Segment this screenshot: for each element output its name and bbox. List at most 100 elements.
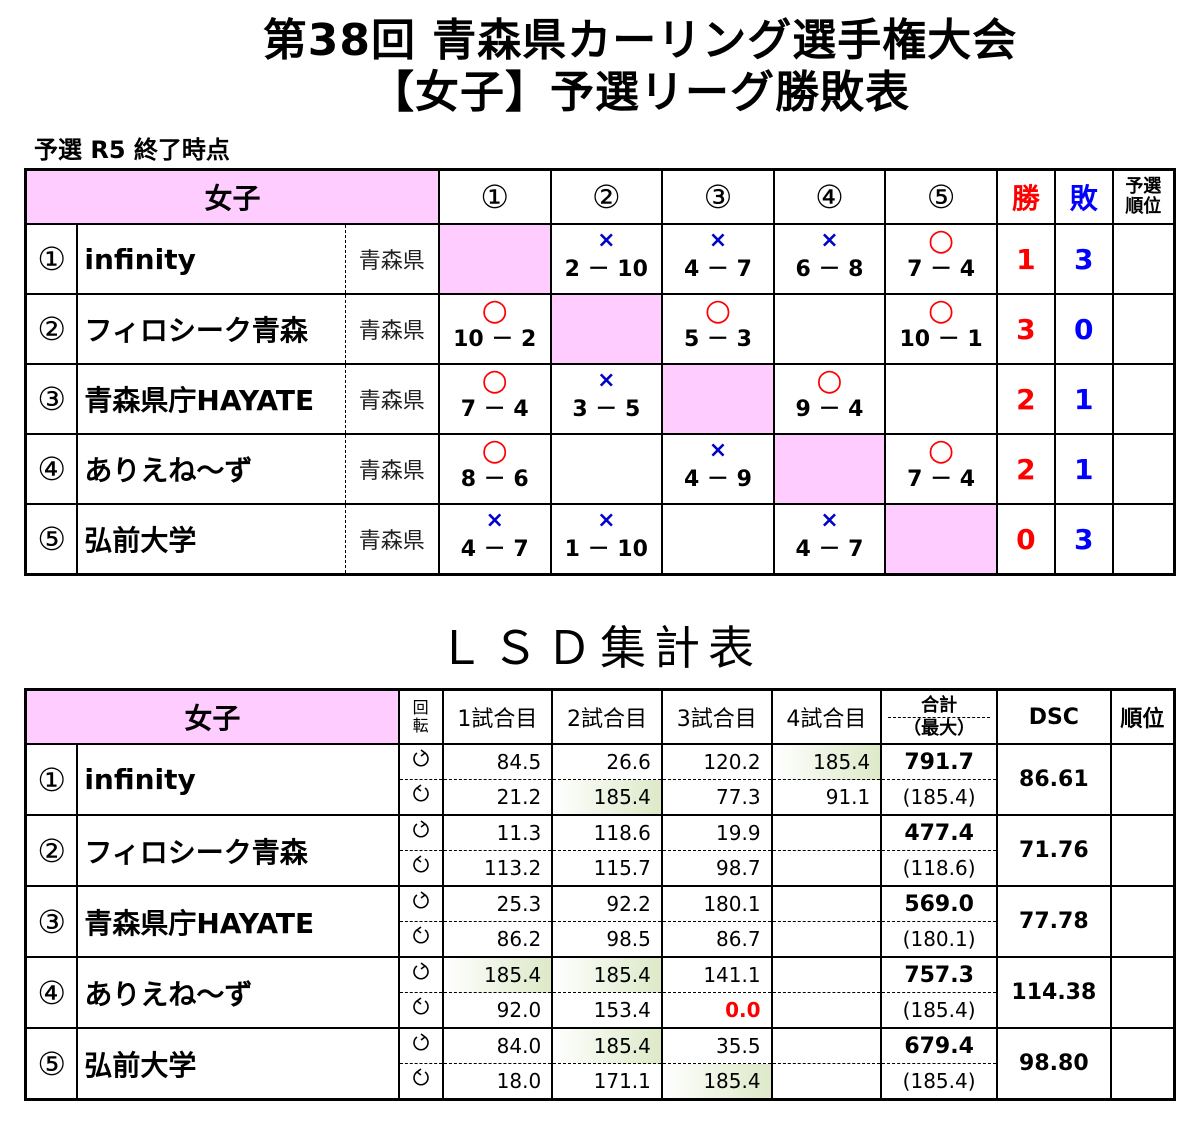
lsd-max: (185.4): [880, 1063, 998, 1101]
self-match-cell: [437, 223, 552, 295]
match-score: 5 － 3: [683, 327, 752, 352]
self-match-cell: [772, 433, 887, 505]
match-result-cell: × 2 － 10: [549, 223, 664, 295]
lsd-row-counterclockwise: 21.2 185.4 77.3 91.1 (185.4): [26, 779, 1175, 816]
lsd-value: 86.2: [441, 921, 554, 958]
wins-count: 2: [995, 363, 1056, 435]
opponent-header-4: ④: [772, 168, 887, 225]
dsc-header: DSC: [995, 688, 1112, 745]
league-table: 女子 ① ② ③ ④ ⑤ 勝 敗 予選 順位 ① infinity 青森県 × 2 － 1…: [24, 168, 1176, 576]
lsd-total: 757.3: [880, 956, 998, 993]
losses-count: 1: [1053, 433, 1114, 505]
league-header-row: 女子 ① ② ③ ④ ⑤ 勝 敗 予選 順位: [24, 168, 1176, 225]
lsd-value: 98.5: [551, 921, 663, 958]
match-score: 10 － 2: [453, 327, 537, 352]
lsd-value: 180.1: [660, 885, 773, 922]
match-score: 9 － 4: [795, 397, 864, 422]
lsd-rank-header: 順位: [1109, 688, 1176, 745]
win-mark: ○: [816, 363, 843, 398]
team-prefecture: 青森県: [344, 293, 440, 365]
team-name: 弘前大学: [76, 1027, 400, 1101]
loss-mark: ×: [820, 228, 839, 253]
prelim-rank: [1111, 433, 1176, 505]
match-result-cell: [549, 433, 664, 505]
lsd-value: [770, 921, 883, 958]
losses-count: 1: [1053, 363, 1114, 435]
lsd-total: 679.4: [880, 1027, 998, 1064]
game-header-4: 4試合目: [770, 688, 883, 745]
loss-mark: ×: [597, 508, 616, 533]
match-result-cell: × 4 － 7: [437, 503, 552, 576]
lsd-value: 118.6: [551, 814, 663, 851]
counterclockwise-rotation-icon: [397, 779, 444, 816]
match-score: 6 － 8: [795, 257, 864, 282]
loss-mark: ×: [597, 368, 616, 393]
loss-mark: ×: [597, 228, 616, 253]
lsd-value: 84.5: [441, 743, 554, 780]
lsd-value: [770, 1063, 883, 1101]
loss-mark: ×: [708, 438, 728, 463]
lsd-row-clockwise: ③ 青森県庁HAYATE 25.3 92.2 180.1 569.0 77.78: [24, 885, 1176, 958]
clockwise-rotation-icon: [397, 743, 444, 780]
match-score: 7 － 4: [460, 397, 529, 422]
lsd-value: 185.4: [551, 956, 663, 993]
team-number: ①: [24, 223, 79, 295]
loss-mark: [552, 435, 662, 465]
match-result-cell: [772, 293, 887, 365]
team-number: ③: [24, 885, 79, 958]
lsd-value: 18.0: [441, 1063, 554, 1101]
losses-count: 3: [1053, 503, 1114, 576]
match-result-cell: [661, 503, 775, 576]
counterclockwise-rotation-icon: [397, 921, 444, 958]
lsd-value: 86.7: [660, 921, 773, 958]
self-match-cell: [661, 363, 775, 435]
lsd-row-counterclockwise: 86.2 98.5 86.7 (180.1): [26, 921, 1175, 958]
team-name: フィロシーク青森: [76, 293, 346, 365]
match-result-cell: × 6 － 8: [772, 223, 887, 295]
loss-mark: [552, 295, 662, 325]
team-prefecture: 青森県: [344, 223, 440, 295]
match-result-cell: × 1 － 10: [549, 503, 664, 576]
lsd-max: (180.1): [880, 921, 998, 958]
team-name: 弘前大学: [76, 503, 346, 576]
lsd-division-label: 女子: [24, 688, 400, 745]
lsd-row-clockwise: ④ ありえね～ず 185.4 185.4 141.1 757.3 114.38: [24, 956, 1176, 1029]
match-result-cell: ○ 7 － 4: [884, 223, 998, 295]
win-mark: ○: [481, 363, 508, 398]
dsc-value: 114.38: [995, 956, 1112, 1029]
team-name: infinity: [76, 743, 400, 816]
lsd-value: 115.7: [551, 850, 663, 887]
lsd-max: (118.6): [880, 850, 998, 887]
clockwise-rotation-icon: [397, 956, 444, 993]
prelim-rank: [1111, 363, 1176, 435]
lsd-title: ＬＳＤ集計表: [438, 621, 762, 675]
lsd-value: 185.4: [770, 743, 883, 780]
loss-mark: ×: [708, 228, 728, 253]
match-score: 8 － 6: [460, 467, 529, 492]
win-mark: ○: [481, 293, 508, 328]
counterclockwise-rotation-icon: [397, 1063, 444, 1101]
lsd-value: 113.2: [441, 850, 554, 887]
lsd-value: 92.2: [551, 885, 663, 922]
lsd-value: 171.1: [551, 1063, 663, 1101]
lsd-rank: [1109, 743, 1176, 816]
game-header-3: 3試合目: [660, 688, 773, 745]
loss-mark: [775, 295, 885, 325]
team-prefecture: 青森県: [344, 503, 440, 576]
team-number: ④: [24, 433, 79, 505]
lsd-value: [770, 992, 883, 1029]
lsd-header-row: 女子 回転 1試合目 2試合目 3試合目 4試合目 合計 （最大） DSC 順位: [24, 688, 1176, 745]
loss-mark: [886, 365, 996, 395]
match-score: 4 － 7: [795, 537, 864, 562]
round-status: 予選 R5 終了時点: [34, 136, 230, 164]
loss-mark: ×: [485, 508, 504, 533]
win-mark: ○: [928, 293, 955, 328]
match-score: 2 － 10: [564, 257, 648, 282]
lsd-row-counterclockwise: 113.2 115.7 98.7 (118.6): [26, 850, 1175, 887]
team-number: ②: [24, 293, 79, 365]
lsd-value: 120.2: [660, 743, 773, 780]
team-number: ④: [24, 956, 79, 1029]
lsd-rank: [1109, 956, 1176, 1029]
